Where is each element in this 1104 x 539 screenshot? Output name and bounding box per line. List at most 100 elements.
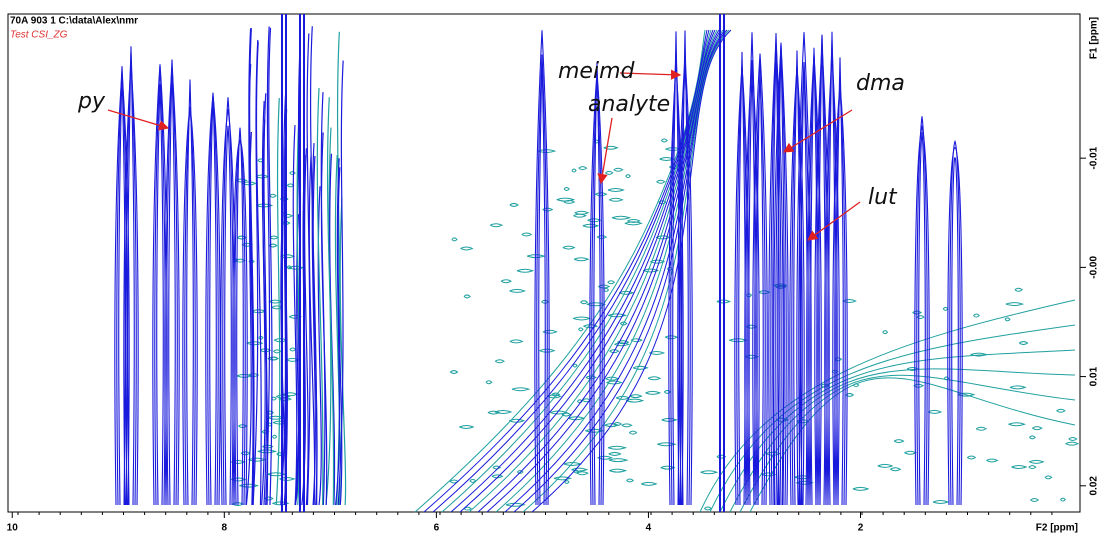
contour bbox=[275, 98, 281, 506]
contour bbox=[577, 399, 583, 404]
contour bbox=[306, 33, 311, 506]
x-axis-label: F2 [ppm] bbox=[1036, 523, 1078, 534]
plot-frame bbox=[7, 13, 1081, 513]
contour bbox=[486, 29, 722, 513]
contour bbox=[700, 470, 719, 475]
contour bbox=[550, 410, 569, 415]
contour bbox=[608, 451, 622, 456]
contour bbox=[603, 287, 610, 292]
contour bbox=[677, 56, 693, 506]
contour bbox=[877, 463, 894, 468]
contour bbox=[585, 375, 597, 380]
contour bbox=[761, 472, 777, 477]
contour bbox=[450, 29, 714, 513]
contour bbox=[257, 449, 278, 454]
contour bbox=[836, 57, 844, 506]
annotation: analyte bbox=[588, 92, 670, 117]
contour bbox=[562, 245, 576, 250]
contour bbox=[605, 170, 614, 175]
contour bbox=[645, 390, 662, 395]
contour bbox=[534, 30, 550, 506]
contour bbox=[186, 79, 194, 506]
contour bbox=[564, 479, 570, 484]
contour bbox=[608, 197, 624, 202]
contour bbox=[492, 465, 501, 470]
contour bbox=[279, 476, 296, 481]
contour bbox=[1068, 437, 1078, 442]
contour bbox=[916, 315, 925, 320]
contour bbox=[182, 106, 198, 506]
contour bbox=[235, 178, 248, 183]
contour bbox=[914, 126, 930, 506]
contour bbox=[268, 27, 273, 506]
contour bbox=[613, 167, 624, 172]
contour bbox=[768, 42, 784, 506]
contour bbox=[824, 56, 840, 506]
contour bbox=[522, 29, 730, 513]
contour bbox=[916, 116, 928, 506]
contour bbox=[882, 330, 889, 335]
contour bbox=[224, 125, 232, 506]
contour bbox=[975, 426, 988, 431]
contour bbox=[619, 321, 628, 326]
contour bbox=[603, 145, 619, 150]
contour bbox=[273, 338, 288, 343]
contour bbox=[904, 450, 917, 455]
contour bbox=[572, 363, 578, 368]
contour bbox=[668, 67, 684, 506]
contour bbox=[661, 417, 678, 422]
contour bbox=[251, 309, 267, 314]
contour bbox=[509, 418, 526, 423]
contour bbox=[1028, 459, 1045, 464]
contour bbox=[613, 422, 623, 427]
contour bbox=[1014, 287, 1023, 292]
contour bbox=[487, 410, 501, 415]
contour bbox=[509, 202, 519, 207]
contour bbox=[628, 430, 638, 435]
x-tick-label: 10 bbox=[7, 523, 19, 534]
contour bbox=[316, 87, 324, 506]
x-tick-label: 2 bbox=[858, 523, 864, 534]
contour bbox=[207, 92, 219, 506]
contour bbox=[744, 60, 760, 506]
contour bbox=[607, 445, 628, 450]
contour bbox=[578, 327, 584, 332]
contour bbox=[337, 167, 343, 506]
contour bbox=[608, 458, 629, 463]
contour bbox=[593, 61, 601, 506]
contour bbox=[459, 424, 475, 429]
contour bbox=[509, 288, 526, 293]
contours bbox=[114, 14, 1080, 513]
contour bbox=[326, 97, 335, 506]
contour bbox=[1028, 465, 1037, 470]
contour bbox=[242, 181, 257, 186]
annotation: py bbox=[77, 89, 106, 114]
contour bbox=[704, 506, 713, 511]
contour bbox=[551, 392, 561, 397]
contour bbox=[659, 156, 675, 161]
contour bbox=[576, 471, 589, 476]
contour bbox=[973, 313, 980, 318]
contour bbox=[617, 340, 630, 345]
contour bbox=[598, 284, 611, 289]
contour bbox=[539, 348, 556, 353]
contour bbox=[609, 468, 628, 473]
contour bbox=[604, 423, 620, 428]
contour bbox=[789, 66, 805, 506]
contour bbox=[729, 338, 748, 343]
contour bbox=[236, 127, 244, 506]
contour bbox=[125, 52, 137, 506]
contour bbox=[609, 349, 620, 354]
contour bbox=[114, 73, 130, 506]
contour bbox=[1032, 426, 1043, 431]
contour bbox=[509, 339, 524, 344]
contour bbox=[641, 481, 658, 486]
contour bbox=[630, 338, 643, 343]
contour bbox=[578, 166, 588, 171]
contour bbox=[773, 45, 789, 506]
contour bbox=[463, 506, 472, 511]
contour bbox=[657, 442, 677, 447]
contour bbox=[611, 215, 632, 220]
contour bbox=[832, 85, 848, 506]
